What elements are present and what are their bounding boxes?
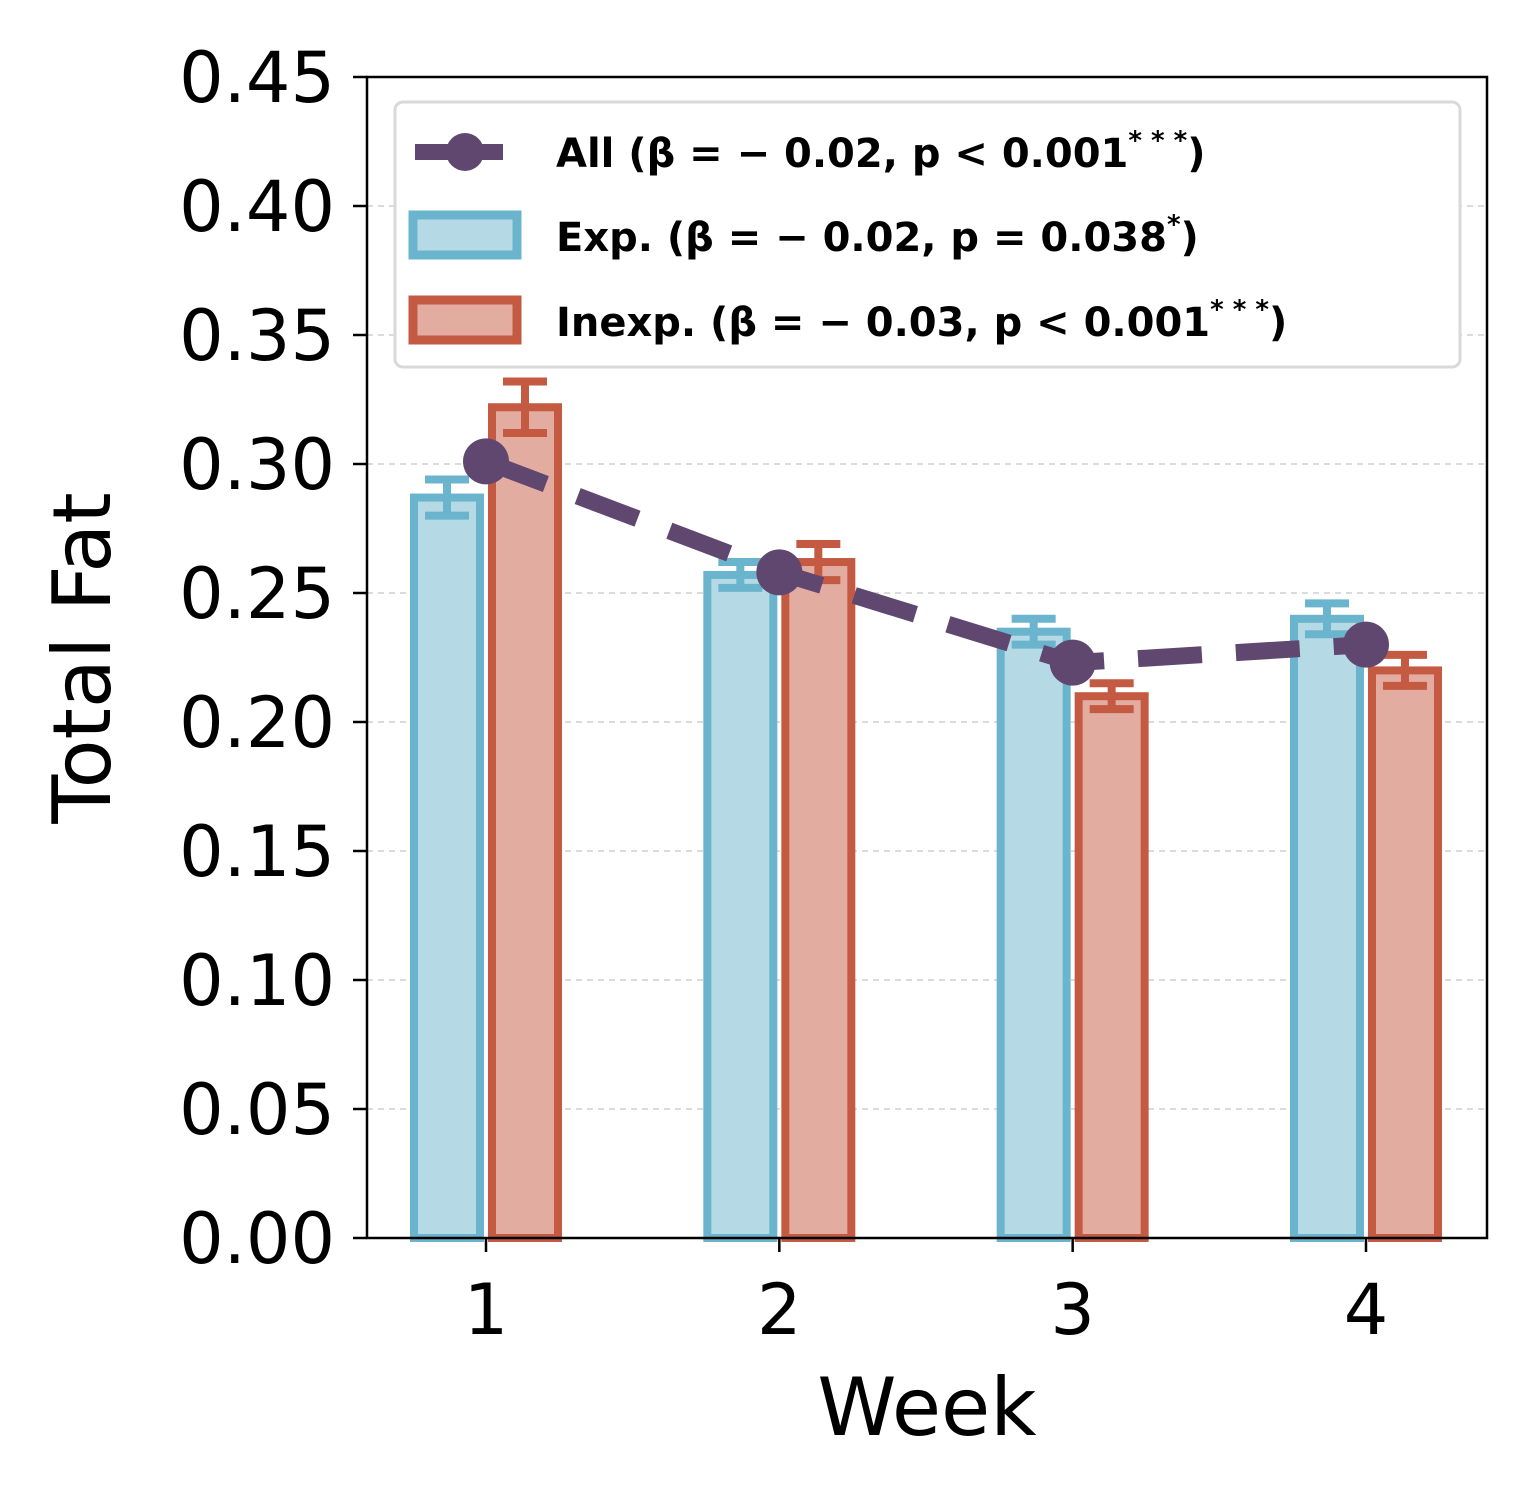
axis-ticks: 0.00 0.05 0.10 0.15 0.20 0.25 0.30 0.35 0.40 0.45… [179, 37, 1388, 1351]
all-line-point [1049, 639, 1096, 686]
exp-bar [1289, 614, 1364, 1242]
legend: All (β = − 0.02, p < 0.001* * *) Exp. (β… [393, 100, 1462, 369]
x-tick-label: 3 [1050, 1269, 1095, 1351]
y-tick-label: 0.35 [179, 295, 335, 377]
y-tick-label: 0.15 [179, 811, 335, 893]
inexp-bar [1074, 692, 1149, 1242]
y-axis-title: Total Fat [36, 492, 129, 824]
exp-bar [703, 570, 778, 1242]
all-line-path [482, 453, 1367, 672]
inexp-bar [1367, 666, 1442, 1242]
y-tick-label: 0.10 [179, 940, 335, 1022]
x-tick-label: 4 [1344, 1269, 1389, 1351]
legend-exp-label: Exp. (β = − 0.02, p = 0.038*) [556, 210, 1199, 261]
inexp-bar [488, 403, 562, 1242]
y-tick-label: 0.00 [179, 1198, 335, 1280]
x-tick-label: 1 [464, 1269, 509, 1351]
bars [410, 377, 1442, 1243]
y-tick-label: 0.05 [179, 1069, 335, 1151]
y-tick-label: 0.25 [179, 553, 335, 635]
all-line-point [756, 549, 803, 596]
legend-box [393, 100, 1462, 369]
legend-inexp-swatch [408, 295, 522, 345]
x-tick-label: 2 [757, 1269, 802, 1351]
legend-inexp-label: Inexp. (β = − 0.03, p < 0.001* * *) [556, 295, 1287, 346]
plot-frame [365, 75, 1489, 1240]
all-series-line [463, 438, 1389, 686]
x-axis-title: Week [817, 1361, 1037, 1454]
y-tick-label: 0.45 [179, 37, 335, 119]
y-tick-label: 0.40 [179, 166, 335, 248]
all-line-point [463, 438, 509, 485]
all-line-point [1342, 621, 1389, 668]
inexp-bar [781, 558, 856, 1242]
legend-all-marker [446, 133, 484, 171]
exp-bar [996, 627, 1071, 1242]
y-tick-label: 0.20 [179, 682, 335, 764]
legend-exp-swatch [408, 210, 522, 260]
exp-bar [410, 493, 484, 1243]
y-tick-label: 0.30 [179, 424, 335, 506]
legend-all-label: All (β = − 0.02, p < 0.001* * *) [556, 126, 1206, 177]
